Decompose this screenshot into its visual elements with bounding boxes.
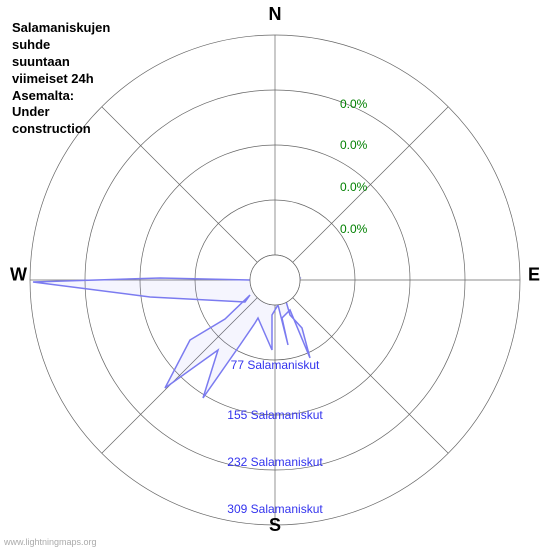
pct-label-3: 0.0% [340,222,367,236]
title-line-3: viimeiset 24h [12,71,94,86]
strike-label-0: 77 Salamaniskut [231,358,320,372]
strike-label-1: 155 Salamaniskut [227,408,322,422]
title-line-4: Asemalta: [12,88,74,103]
pct-label-2: 0.0% [340,180,367,194]
title-line-1: suhde [12,37,50,52]
strike-label-3: 309 Salamaniskut [227,502,322,516]
title-line-0: Salamaniskujen [12,20,110,35]
cardinal-n: N [269,4,282,25]
pct-label-0: 0.0% [340,97,367,111]
cardinal-s: S [269,515,281,536]
cardinal-e: E [528,265,540,286]
polar-chart-container: Salamaniskujen suhde suuntaan viimeiset … [0,0,550,550]
cardinal-w: W [10,265,27,286]
title-line-6: construction [12,121,91,136]
title-block: Salamaniskujen suhde suuntaan viimeiset … [12,20,110,138]
pct-label-1: 0.0% [340,138,367,152]
strike-label-2: 232 Salamaniskut [227,455,322,469]
title-line-2: suuntaan [12,54,70,69]
inner-circle [250,255,300,305]
title-line-5: Under [12,104,50,119]
footer-credit: www.lightningmaps.org [4,537,97,547]
